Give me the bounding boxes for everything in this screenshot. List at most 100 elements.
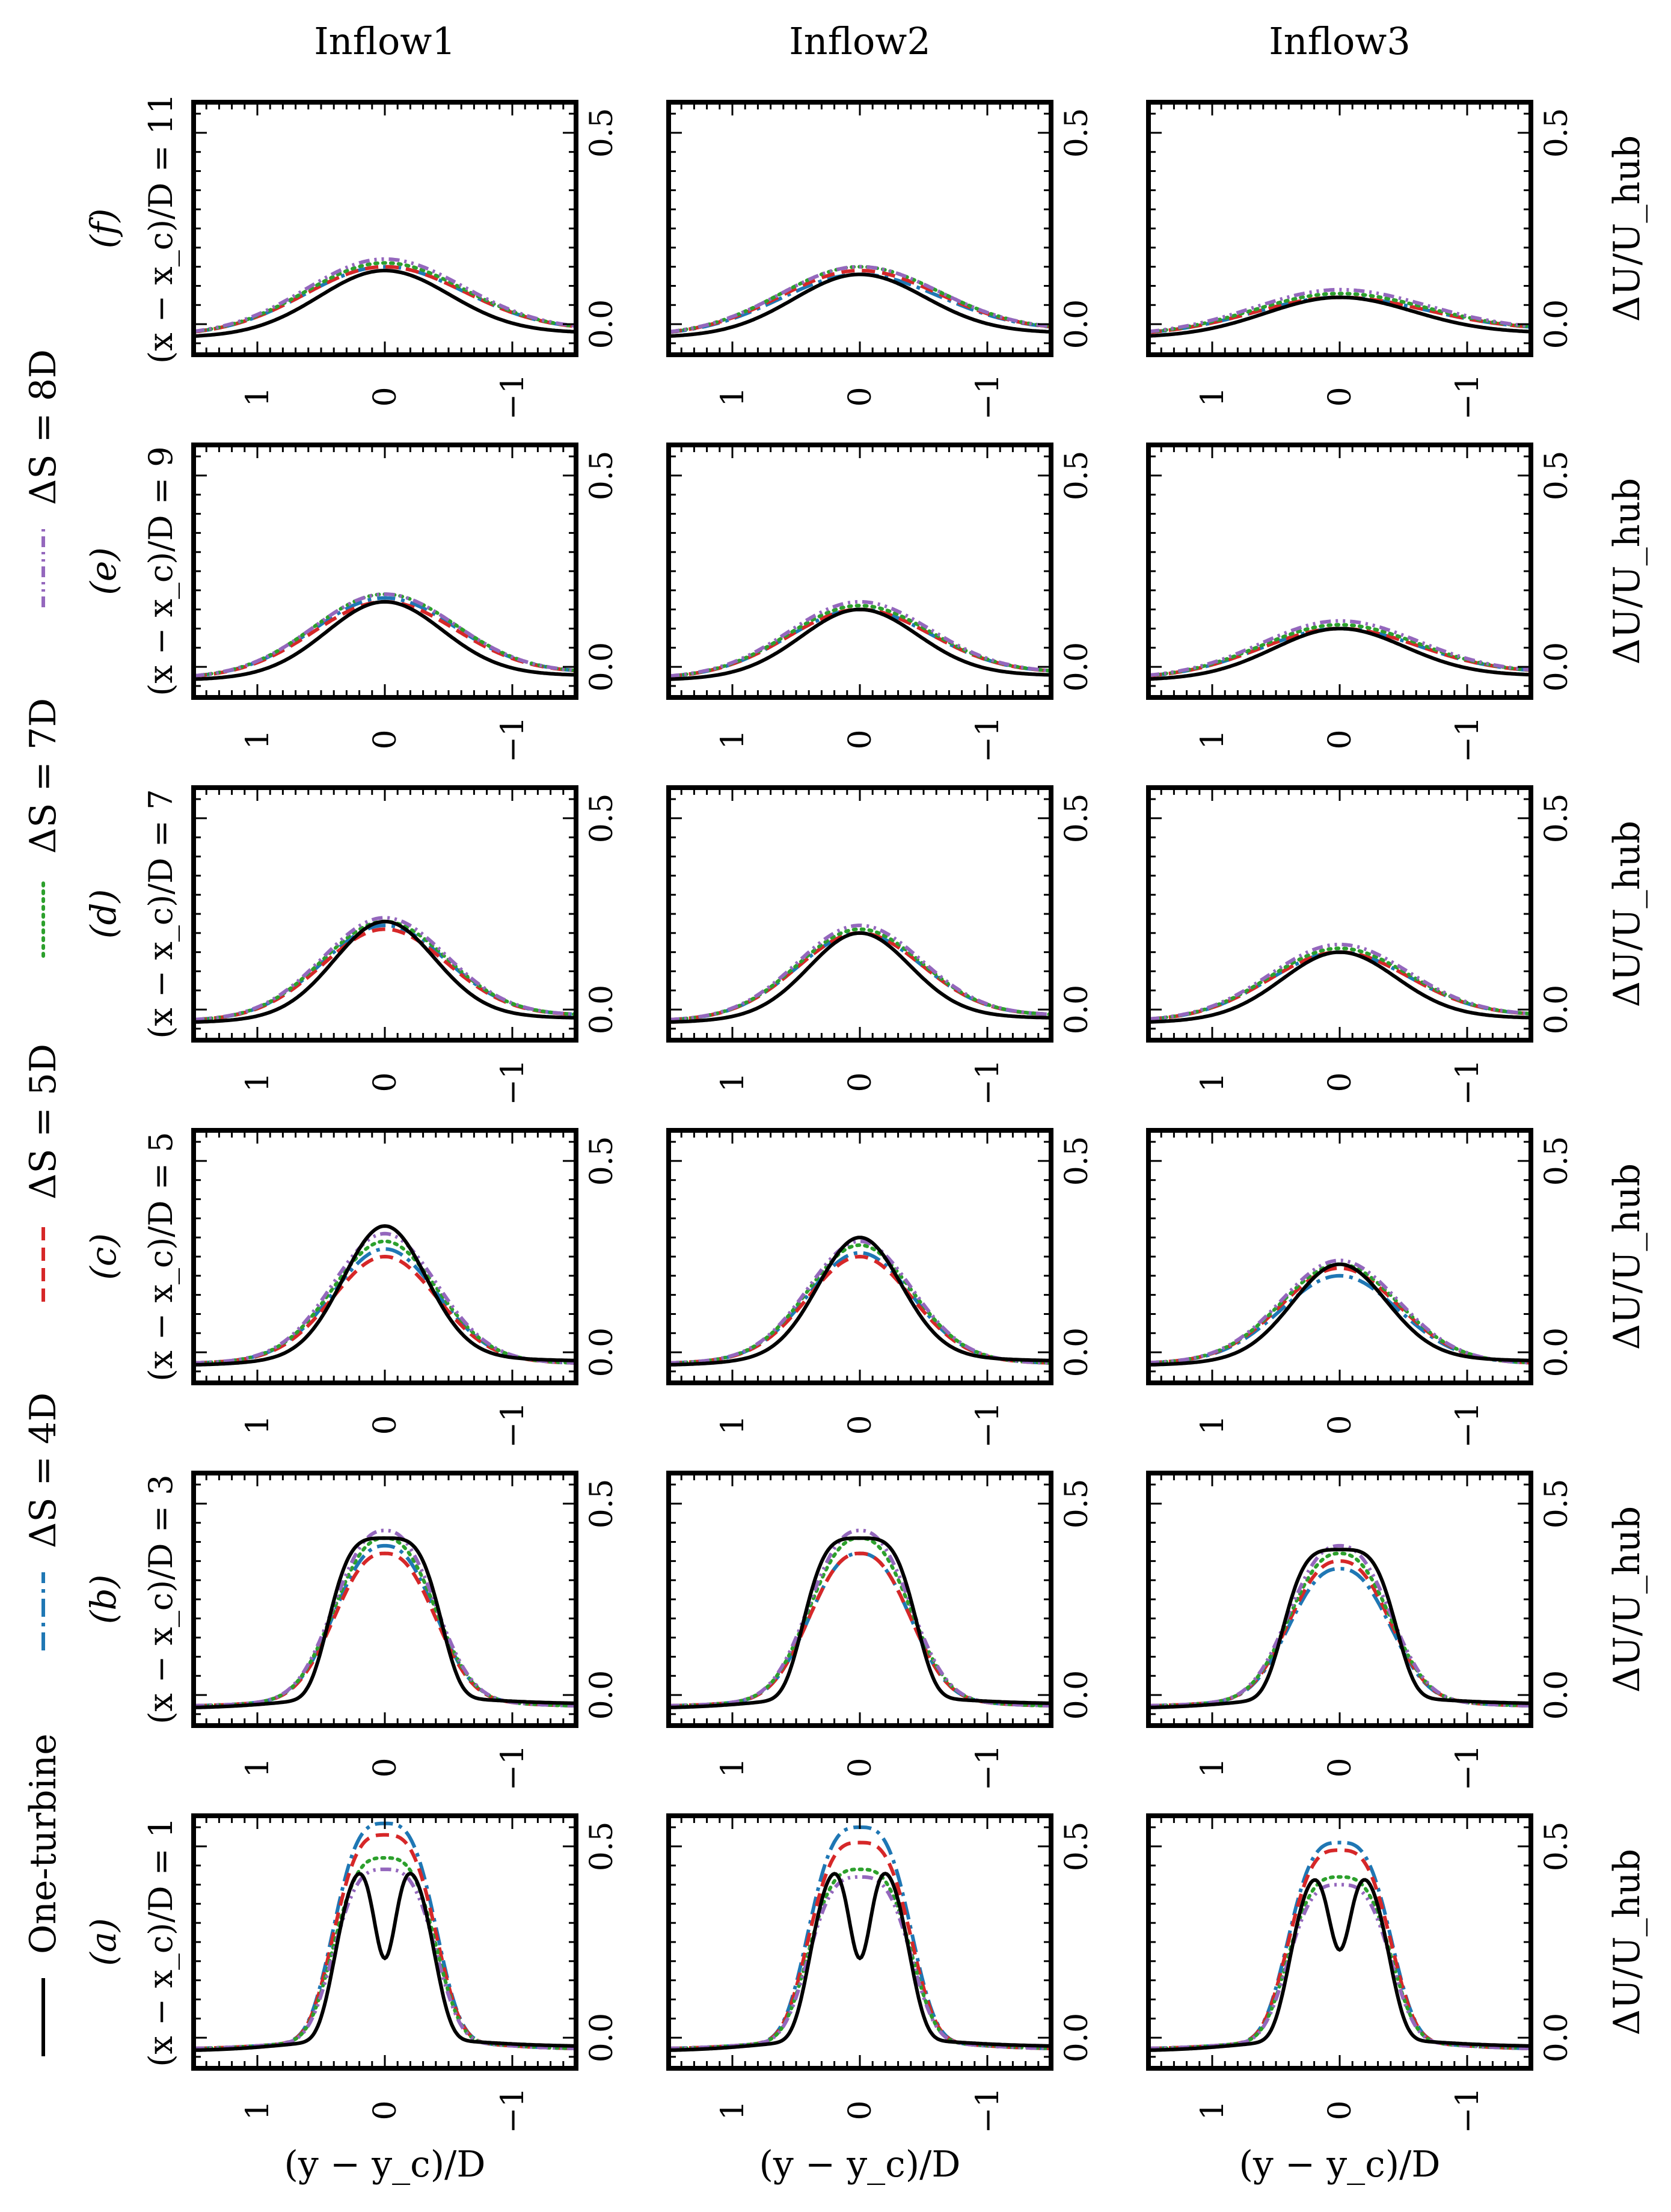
- series-line-one-turbine: [669, 1871, 1051, 2052]
- row-label: (x − x_c)/D = 7: [142, 789, 180, 1038]
- row-label: (x − x_c)/D = 3: [142, 1474, 180, 1724]
- x-axis-label: (y − y_c)/D: [1239, 2143, 1441, 2186]
- x-tick-label: 0: [367, 2100, 403, 2120]
- y-tick-label: 0.5: [584, 794, 620, 844]
- column-title-3: Inflow3: [1269, 19, 1411, 63]
- y-tick-label: 0.0: [1539, 1670, 1575, 1720]
- panel-frame: [1146, 1471, 1533, 1728]
- x-tick-label: 0: [842, 1757, 878, 1777]
- y-tick-label: 0.5: [1059, 1479, 1095, 1529]
- series-line--s-8d: [194, 257, 576, 334]
- panel-r2-c1: 1 0 −1 0.0 0.5 (x − x_c)/D = 9 (e): [83, 443, 620, 763]
- y-tick-label: 0.0: [1059, 1670, 1095, 1720]
- panel-letter: (e): [83, 547, 124, 595]
- x-tick-label: 1: [715, 1072, 751, 1092]
- series-line-one-turbine: [194, 1536, 576, 1709]
- legend-label: ΔS = 8D: [22, 349, 64, 505]
- y-tick-label: 0.5: [584, 1822, 620, 1872]
- y-tick-label: 0.0: [1539, 299, 1575, 349]
- y-tick-label: 0.0: [584, 985, 620, 1035]
- y-tick-label: 0.0: [584, 642, 620, 692]
- x-tick-label: 0: [842, 1072, 878, 1092]
- y-tick-label: 0.5: [1539, 108, 1575, 158]
- y-tick-label: 0.0: [1059, 985, 1095, 1035]
- x-tick-label: −1: [970, 717, 1006, 763]
- y-axis-label: ΔU/U_hub: [1606, 1506, 1648, 1693]
- panel-r1-c1: 1 0 −1 0.0 0.5 (x − x_c)/D = 11 (f): [83, 93, 620, 420]
- x-tick-label: 1: [715, 1757, 751, 1777]
- series-line-one-turbine: [1148, 1548, 1531, 1709]
- series-line--s-8d: [1148, 619, 1531, 678]
- series-line-one-turbine: [194, 599, 576, 681]
- x-tick-label: −1: [970, 2088, 1006, 2134]
- x-tick-label: 1: [715, 729, 751, 749]
- series-line-one-turbine: [669, 1536, 1051, 1709]
- x-tick-label: −1: [495, 374, 531, 420]
- x-tick-label: 0: [1322, 1415, 1358, 1435]
- x-tick-label: −1: [495, 1059, 531, 1106]
- y-tick-label: 0.5: [1059, 108, 1095, 158]
- y-tick-label: 0.0: [1059, 642, 1095, 692]
- y-tick-label: 0.0: [1059, 1328, 1095, 1377]
- x-tick-label: −1: [970, 374, 1006, 420]
- x-tick-label: −1: [1450, 1745, 1486, 1791]
- x-tick-label: 0: [842, 387, 878, 406]
- y-axis-label: ΔU/U_hub: [1606, 1849, 1648, 2035]
- series-line--s-5d: [194, 265, 576, 334]
- panel-r6-c3: 1 0 −1 0.0 0.5 ΔU/U_hub (y − y_c)/D: [1146, 1813, 1648, 2186]
- series-line--s-8d: [1148, 1258, 1531, 1365]
- series-line--s-4d: [669, 1825, 1051, 2050]
- panel-frame: [191, 1813, 578, 2071]
- series-line--s-5d: [194, 1833, 576, 2050]
- series-line-one-turbine: [194, 1224, 576, 1367]
- series-line--s-4d: [194, 1543, 576, 1708]
- y-tick-label: 0.0: [584, 299, 620, 349]
- y-tick-label: 0.0: [1539, 985, 1575, 1035]
- y-tick-label: 0.0: [1059, 299, 1095, 349]
- panel-frame: [1146, 1128, 1533, 1385]
- x-tick-label: −1: [1450, 1059, 1486, 1106]
- series-line--s-7d: [1148, 946, 1531, 1021]
- panel-r4-c3: 1 0 −1 0.0 0.5 ΔU/U_hub: [1146, 1128, 1648, 1448]
- series-line--s-5d: [669, 1254, 1051, 1365]
- series-line--s-7d: [669, 1243, 1051, 1365]
- legend-label: ΔS = 4D: [22, 1392, 64, 1548]
- x-tick-label: −1: [970, 1745, 1006, 1791]
- x-tick-label: 1: [240, 729, 276, 749]
- series-line-one-turbine: [1148, 950, 1531, 1024]
- series-line--s-8d: [194, 1231, 576, 1365]
- series-line-one-turbine: [194, 919, 576, 1024]
- row-label: (x − x_c)/D = 11: [142, 93, 180, 364]
- series-line--s-7d: [194, 1856, 576, 2050]
- panel-r5-c1: 1 0 −1 0.0 0.5 (x − x_c)/D = 3 (b): [83, 1471, 620, 1791]
- y-tick-label: 0.5: [1059, 1822, 1095, 1872]
- series-line--s-8d: [669, 1875, 1051, 2050]
- panel-r4-c2: 1 0 −1 0.0 0.5: [666, 1128, 1095, 1448]
- panel-letter: (a): [83, 1918, 124, 1966]
- series-line--s-5d: [194, 1254, 576, 1365]
- series-line--s-4d: [669, 1551, 1051, 1708]
- x-tick-label: 0: [1322, 2100, 1358, 2120]
- x-tick-label: 0: [1322, 729, 1358, 749]
- x-tick-label: 1: [1195, 387, 1231, 406]
- series-line--s-7d: [194, 1536, 576, 1708]
- y-axis-label: ΔU/U_hub: [1606, 1163, 1648, 1350]
- panel-frame: [666, 785, 1053, 1043]
- x-tick-label: 1: [1195, 1072, 1231, 1092]
- y-tick-label: 0.5: [1539, 794, 1575, 844]
- x-tick-label: 1: [715, 387, 751, 406]
- legend-label: One-turbine: [22, 1733, 64, 1954]
- x-tick-label: −1: [495, 1745, 531, 1791]
- y-tick-label: 0.5: [1059, 1136, 1095, 1186]
- series-line--s-7d: [669, 604, 1051, 678]
- series-line--s-7d: [194, 1239, 576, 1365]
- panel-r3-c2: 1 0 −1 0.0 0.5: [666, 785, 1095, 1105]
- y-tick-label: 0.5: [584, 451, 620, 501]
- panel-r5-c2: 1 0 −1 0.0 0.5: [666, 1471, 1095, 1791]
- series-line--s-8d: [669, 924, 1051, 1022]
- x-tick-label: 1: [240, 1072, 276, 1092]
- y-tick-label: 0.0: [584, 2013, 620, 2063]
- x-tick-label: −1: [1450, 2088, 1486, 2134]
- x-tick-label: −1: [495, 717, 531, 763]
- y-axis-label: ΔU/U_hub: [1606, 135, 1648, 322]
